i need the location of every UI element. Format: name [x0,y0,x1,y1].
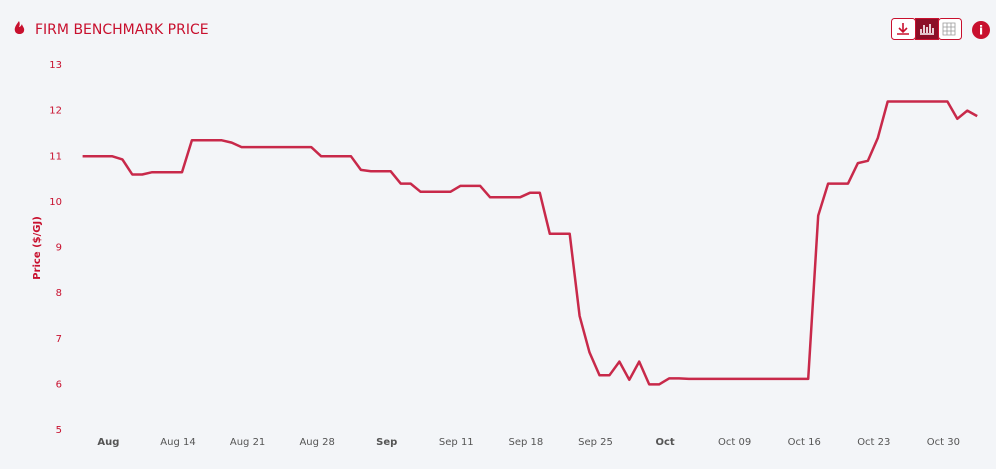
info-icon: i [979,24,983,38]
x-tick-label: Oct [655,437,674,448]
x-tick-label: Sep 25 [578,437,613,448]
x-tick-label: Oct 09 [718,437,751,448]
chart-view-icon [920,24,934,35]
x-tick-label: Aug 28 [299,437,334,448]
x-tick-label: Oct 23 [857,437,890,448]
x-tick-label: Aug [97,437,119,448]
y-tick-label: 12 [49,106,62,117]
y-tick-label: 13 [49,60,62,71]
x-tick-label: Sep [376,437,397,448]
table-view-button[interactable] [938,18,962,40]
flame-icon [14,21,25,34]
chart-title: FIRM BENCHMARK PRICE [35,22,209,38]
y-tick-label: 8 [56,288,62,299]
x-tick-label: Oct 30 [927,437,960,448]
x-tick-label: Aug 14 [160,437,195,448]
download-icon [897,23,909,35]
x-tick-label: Sep 11 [439,437,474,448]
toolbar: i [891,18,990,40]
y-axis-label: Price ($/GJ) [32,216,43,280]
y-tick-label: 6 [56,379,62,390]
info-button[interactable] [972,21,990,39]
y-tick-label: 7 [56,334,62,345]
x-tick-label: Sep 18 [509,437,544,448]
y-tick-label: 10 [49,197,62,208]
x-tick-label: Oct 16 [788,437,821,448]
y-tick-label: 5 [56,425,62,436]
table-view-icon [942,22,956,36]
y-tick-label: 11 [49,151,62,162]
y-tick-label: 9 [56,243,62,254]
price-line [82,100,978,386]
x-tick-label: Aug 21 [230,437,265,448]
